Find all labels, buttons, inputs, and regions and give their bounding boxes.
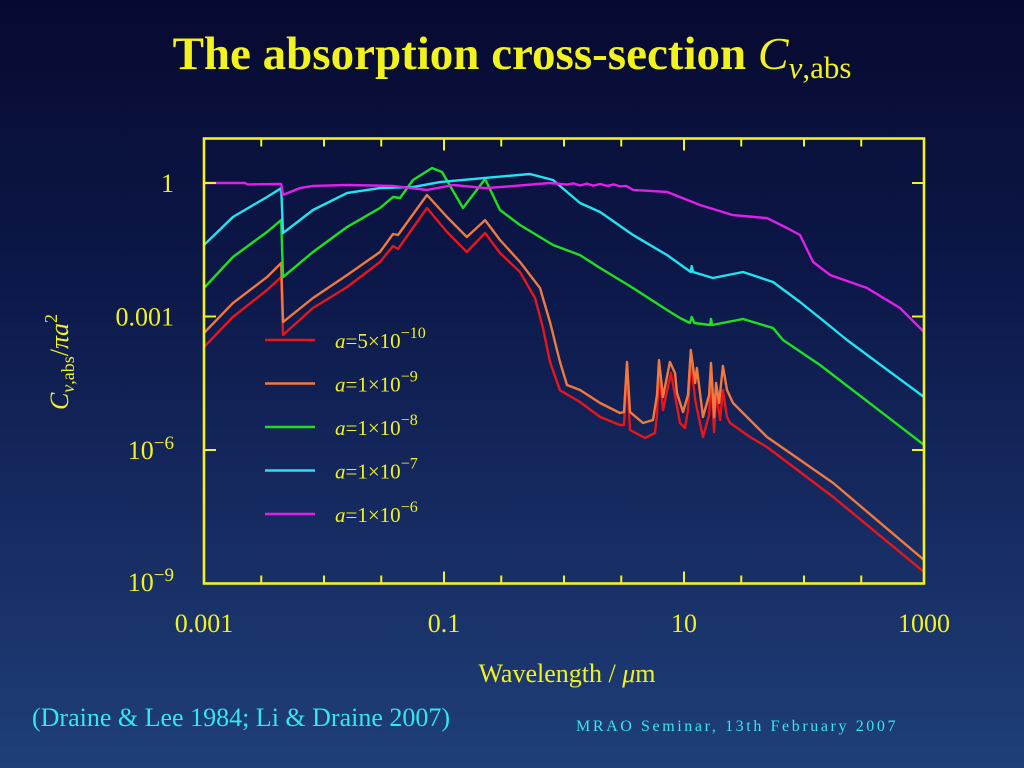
- y-tick-label-exponent: −9: [154, 565, 174, 586]
- y-tick-label: 0.001: [116, 303, 175, 332]
- legend-label: a=1×10−9: [335, 369, 418, 397]
- y-axis-label-symbol: C: [45, 392, 74, 410]
- y-tick-label: 10−9: [128, 565, 174, 597]
- x-axis-label-text: Wavelength /: [478, 659, 622, 688]
- y-axis-label-sub-greek: ν: [58, 385, 78, 393]
- y-axis-label-sub-rest: ,abs: [58, 356, 78, 385]
- x-axis-label-unit: m: [635, 659, 655, 688]
- legend-label-var: a: [335, 329, 346, 353]
- y-axis-label-pi-a: πa: [45, 323, 74, 349]
- x-axis-label: Wavelength / μm: [478, 659, 655, 688]
- legend-label-exponent: −10: [401, 325, 426, 342]
- legend-label: a=1×10−6: [335, 499, 418, 527]
- slide-title: The absorption cross-section Cν,abs: [0, 26, 1024, 87]
- y-tick-label-exponent: −6: [154, 433, 174, 454]
- legend-entry: a=1×10−8: [265, 412, 418, 440]
- y-tick-label: 1: [161, 169, 174, 198]
- x-tick-label: 1000: [898, 609, 950, 638]
- x-tick-label: 0.1: [428, 609, 461, 638]
- legend-entry: a=1×10−9: [265, 369, 418, 397]
- y-tick-label-base: 10: [128, 568, 154, 597]
- axes: [202, 137, 926, 585]
- series-line-0: [204, 206, 924, 574]
- x-tick-label: 0.001: [175, 609, 234, 638]
- legend-label-value: =1×10: [346, 503, 401, 527]
- y-tick-label: 10−6: [128, 433, 174, 465]
- x-tick-label: 10: [671, 609, 697, 638]
- legend-label-var: a: [335, 503, 346, 527]
- legend-label-var: a: [335, 373, 346, 397]
- y-axis-label: Cν,abs/πa2: [41, 314, 78, 410]
- y-tick-label-base: 10: [128, 436, 154, 465]
- y-tick-label-base: 1: [161, 169, 174, 198]
- legend-entry: a=1×10−6: [265, 499, 418, 527]
- series-line-3: [204, 172, 924, 399]
- legend-entry: a=1×10−7: [265, 456, 418, 484]
- title-subscript-rest: ,abs: [802, 50, 852, 85]
- legend: a=5×10−10a=1×10−9a=1×10−8a=1×10−7a=1×10−…: [265, 325, 426, 527]
- legend-label-value: =1×10: [346, 416, 401, 440]
- series-line-2: [204, 166, 924, 447]
- y-axis-label-sup: 2: [41, 314, 61, 323]
- legend-label-var: a: [335, 460, 346, 484]
- y-tick-label-base: 0.001: [116, 303, 175, 332]
- y-axis-label-slash: /: [45, 348, 74, 356]
- legend-label: a=5×10−10: [335, 325, 426, 353]
- legend-label: a=1×10−8: [335, 412, 418, 440]
- legend-entry: a=5×10−10: [265, 325, 426, 353]
- title-text: The absorption cross-section: [172, 28, 747, 80]
- series-layer: [204, 166, 924, 574]
- legend-label-value: =1×10: [346, 460, 401, 484]
- legend-label-exponent: −8: [401, 412, 418, 429]
- title-subscript: ν,abs: [789, 50, 852, 85]
- legend-label-exponent: −9: [401, 369, 418, 386]
- legend-label-var: a: [335, 416, 346, 440]
- citation-text: (Draine & Lee 1984; Li & Draine 2007): [32, 703, 451, 732]
- legend-label-value: =5×10: [346, 329, 401, 353]
- title-symbol: C: [757, 28, 789, 79]
- series-line-4: [204, 181, 924, 334]
- legend-label-value: =1×10: [346, 373, 401, 397]
- series-line-1: [204, 193, 924, 562]
- title-subscript-greek: ν: [788, 50, 803, 85]
- legend-label: a=1×10−7: [335, 456, 418, 484]
- legend-label-exponent: −7: [401, 456, 418, 473]
- x-axis-label-greek: μ: [621, 659, 635, 688]
- footer-text: MRAO Seminar, 13th February 2007: [576, 718, 899, 735]
- legend-label-exponent: −6: [401, 499, 418, 516]
